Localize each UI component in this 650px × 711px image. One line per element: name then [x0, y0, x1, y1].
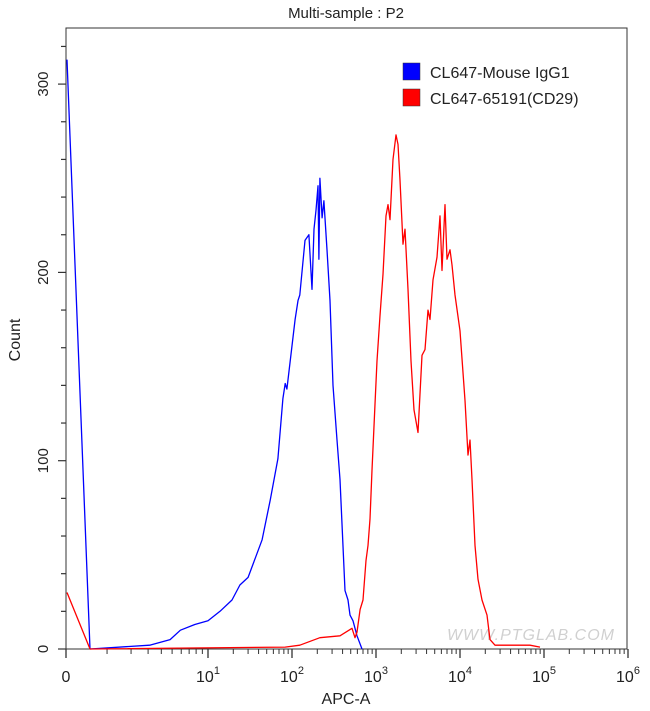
x-tick-label: 102 — [280, 665, 304, 686]
x-tick-label: 0 — [62, 669, 71, 686]
x-tick-label: 101 — [196, 665, 220, 686]
x-tick-label: 106 — [616, 665, 640, 686]
y-tick-label: 300 — [35, 72, 52, 97]
y-axis-label: Count — [7, 318, 24, 361]
x-tick-label: 105 — [532, 665, 556, 686]
legend: CL647-Mouse IgG1 CL647-65191(CD29) — [402, 62, 579, 108]
plot-frame — [65, 27, 628, 650]
chart-title: Multi-sample : P2 — [288, 5, 404, 22]
legend-swatch-cd29 — [402, 88, 421, 107]
y-tick-label: 100 — [35, 448, 52, 473]
x-axis-label: APC-A — [322, 691, 371, 708]
series-line-cd29 — [66, 134, 541, 650]
y-tick-label: 200 — [35, 260, 52, 285]
legend-label-isotype: CL647-Mouse IgG1 — [430, 65, 570, 82]
series-line-isotype — [66, 59, 363, 650]
legend-label-cd29: CL647-65191(CD29) — [430, 91, 579, 108]
x-tick-label: 104 — [448, 665, 472, 686]
y-tick-label: 0 — [35, 645, 52, 653]
watermark: WWW.PTGLAB.COM — [447, 627, 615, 644]
legend-swatch-isotype — [402, 62, 421, 81]
x-tick-label: 103 — [364, 665, 388, 686]
